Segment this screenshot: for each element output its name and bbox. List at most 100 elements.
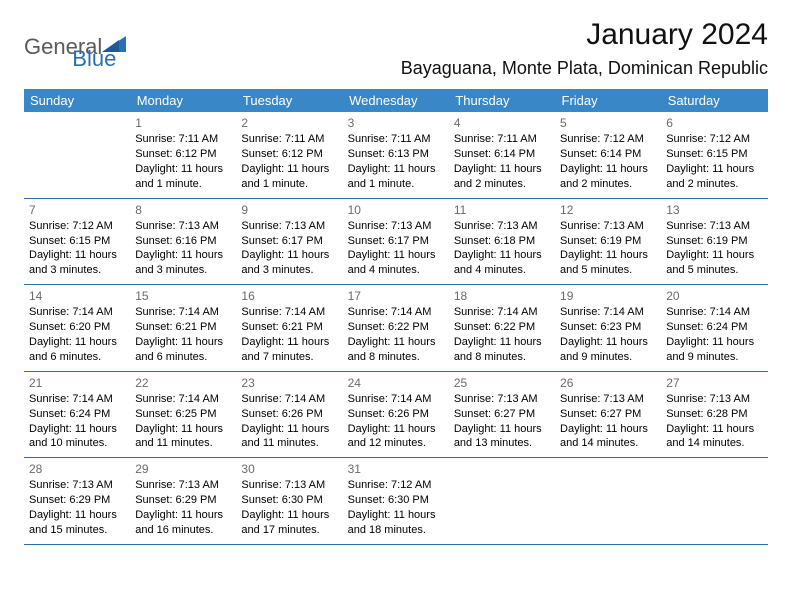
- page-header: General Blue January 2024 Bayaguana, Mon…: [24, 18, 768, 87]
- sunrise-line: Sunrise: 7:12 AM: [560, 132, 656, 147]
- sunrise-line: Sunrise: 7:14 AM: [348, 392, 444, 407]
- day-number: 25: [454, 375, 550, 391]
- dayhdr-fri: Friday: [555, 89, 661, 112]
- daylight-line: Daylight: 11 hours and 14 minutes.: [560, 422, 656, 452]
- calendar-week-row: 21 Sunrise: 7:14 AM Sunset: 6:24 PM Dayligh…: [24, 371, 768, 458]
- sunrise-line: Sunrise: 7:13 AM: [241, 478, 337, 493]
- day-number: 4: [454, 115, 550, 131]
- calendar-cell: 17Sunrise: 7:14 AMSunset: 6:22 PMDayligh…: [343, 285, 449, 372]
- daylight-line: Daylight: 11 hours and 6 minutes.: [135, 335, 231, 365]
- calendar-cell: 15Sunrise: 7:14 AMSunset: 6:21 PMDayligh…: [130, 285, 236, 372]
- sunset-line: Sunset: 6:15 PM: [666, 147, 762, 162]
- calendar-cell: 5Sunrise: 7:12 AMSunset: 6:14 PMDaylight…: [555, 112, 661, 198]
- day-number: 22: [135, 375, 231, 391]
- day-number: 31: [348, 461, 444, 477]
- calendar-cell: 13Sunrise: 7:13 AMSunset: 6:19 PMDayligh…: [661, 198, 767, 285]
- calendar-cell: 26Sunrise: 7:13 AMSunset: 6:27 PMDayligh…: [555, 371, 661, 458]
- brand-part2: Blue: [72, 46, 116, 72]
- dayhdr-sat: Saturday: [661, 89, 767, 112]
- sunrise-line: Sunrise: 7:14 AM: [348, 305, 444, 320]
- sunset-line: Sunset: 6:14 PM: [454, 147, 550, 162]
- sunrise-line: Sunrise: 7:12 AM: [348, 478, 444, 493]
- day-number: 27: [666, 375, 762, 391]
- sunrise-line: Sunrise: 7:13 AM: [241, 219, 337, 234]
- calendar-cell: 31Sunrise: 7:12 AMSunset: 6:30 PMDayligh…: [343, 458, 449, 545]
- sunset-line: Sunset: 6:24 PM: [29, 407, 125, 422]
- daylight-line: Daylight: 11 hours and 18 minutes.: [348, 508, 444, 538]
- calendar-cell: 7Sunrise: 7:12 AMSunset: 6:15 PMDaylight…: [24, 198, 130, 285]
- sunrise-line: Sunrise: 7:11 AM: [454, 132, 550, 147]
- day-number: 21: [29, 375, 125, 391]
- sunrise-line: Sunrise: 7:13 AM: [666, 392, 762, 407]
- daylight-line: Daylight: 11 hours and 7 minutes.: [241, 335, 337, 365]
- day-number: 12: [560, 202, 656, 218]
- sunset-line: Sunset: 6:17 PM: [348, 234, 444, 249]
- calendar-cell: [449, 458, 555, 545]
- daylight-line: Daylight: 11 hours and 3 minutes.: [29, 248, 125, 278]
- calendar-cell: [555, 458, 661, 545]
- sunset-line: Sunset: 6:26 PM: [348, 407, 444, 422]
- sunset-line: Sunset: 6:23 PM: [560, 320, 656, 335]
- calendar-cell: 10Sunrise: 7:13 AMSunset: 6:17 PMDayligh…: [343, 198, 449, 285]
- day-number: 10: [348, 202, 444, 218]
- day-number: 5: [560, 115, 656, 131]
- daylight-line: Daylight: 11 hours and 6 minutes.: [29, 335, 125, 365]
- calendar-cell: 25Sunrise: 7:13 AMSunset: 6:27 PMDayligh…: [449, 371, 555, 458]
- day-number: 20: [666, 288, 762, 304]
- calendar-cell: 14Sunrise: 7:14 AMSunset: 6:20 PMDayligh…: [24, 285, 130, 372]
- day-number: 16: [241, 288, 337, 304]
- daylight-line: Daylight: 11 hours and 1 minute.: [241, 162, 337, 192]
- sunrise-line: Sunrise: 7:13 AM: [560, 392, 656, 407]
- sunset-line: Sunset: 6:21 PM: [135, 320, 231, 335]
- day-number: 14: [29, 288, 125, 304]
- daylight-line: Daylight: 11 hours and 5 minutes.: [560, 248, 656, 278]
- calendar-table: Sunday Monday Tuesday Wednesday Thursday…: [24, 89, 768, 545]
- sunrise-line: Sunrise: 7:11 AM: [241, 132, 337, 147]
- sunrise-line: Sunrise: 7:13 AM: [29, 478, 125, 493]
- sunset-line: Sunset: 6:17 PM: [241, 234, 337, 249]
- day-header-row: Sunday Monday Tuesday Wednesday Thursday…: [24, 89, 768, 112]
- daylight-line: Daylight: 11 hours and 11 minutes.: [135, 422, 231, 452]
- dayhdr-mon: Monday: [130, 89, 236, 112]
- sunrise-line: Sunrise: 7:14 AM: [241, 305, 337, 320]
- calendar-cell: 16Sunrise: 7:14 AMSunset: 6:21 PMDayligh…: [236, 285, 342, 372]
- calendar-cell: 1Sunrise: 7:11 AMSunset: 6:12 PMDaylight…: [130, 112, 236, 198]
- sunset-line: Sunset: 6:22 PM: [348, 320, 444, 335]
- month-year-title: January 2024: [401, 18, 768, 52]
- day-number: 29: [135, 461, 231, 477]
- day-number: 17: [348, 288, 444, 304]
- calendar-cell: 2Sunrise: 7:11 AMSunset: 6:12 PMDaylight…: [236, 112, 342, 198]
- day-number: 6: [666, 115, 762, 131]
- day-number: 7: [29, 202, 125, 218]
- day-number: 9: [241, 202, 337, 218]
- sunrise-line: Sunrise: 7:12 AM: [29, 219, 125, 234]
- daylight-line: Daylight: 11 hours and 16 minutes.: [135, 508, 231, 538]
- day-number: 18: [454, 288, 550, 304]
- calendar-cell: 28Sunrise: 7:13 AMSunset: 6:29 PMDayligh…: [24, 458, 130, 545]
- day-number: 2: [241, 115, 337, 131]
- calendar-cell: 29Sunrise: 7:13 AMSunset: 6:29 PMDayligh…: [130, 458, 236, 545]
- sunset-line: Sunset: 6:24 PM: [666, 320, 762, 335]
- sunrise-line: Sunrise: 7:14 AM: [241, 392, 337, 407]
- sunrise-line: Sunrise: 7:13 AM: [135, 478, 231, 493]
- calendar-cell: 22Sunrise: 7:14 AMSunset: 6:25 PMDayligh…: [130, 371, 236, 458]
- sunrise-line: Sunrise: 7:13 AM: [454, 219, 550, 234]
- calendar-week-row: 28Sunrise: 7:13 AMSunset: 6:29 PMDayligh…: [24, 458, 768, 545]
- sunrise-line: Sunrise: 7:13 AM: [454, 392, 550, 407]
- day-number: 1: [135, 115, 231, 131]
- sunset-line: Sunset: 6:26 PM: [241, 407, 337, 422]
- sunrise-line: Sunrise: 7:13 AM: [135, 219, 231, 234]
- sunset-line: Sunset: 6:27 PM: [454, 407, 550, 422]
- sunset-line: Sunset: 6:30 PM: [241, 493, 337, 508]
- daylight-line: Daylight: 11 hours and 8 minutes.: [348, 335, 444, 365]
- sunset-line: Sunset: 6:16 PM: [135, 234, 231, 249]
- day-number: 3: [348, 115, 444, 131]
- day-number: 8: [135, 202, 231, 218]
- sunset-line: Sunset: 6:22 PM: [454, 320, 550, 335]
- dayhdr-wed: Wednesday: [343, 89, 449, 112]
- daylight-line: Daylight: 11 hours and 1 minute.: [135, 162, 231, 192]
- calendar-cell: 9Sunrise: 7:13 AMSunset: 6:17 PMDaylight…: [236, 198, 342, 285]
- daylight-line: Daylight: 11 hours and 3 minutes.: [241, 248, 337, 278]
- sunset-line: Sunset: 6:18 PM: [454, 234, 550, 249]
- sunset-line: Sunset: 6:29 PM: [135, 493, 231, 508]
